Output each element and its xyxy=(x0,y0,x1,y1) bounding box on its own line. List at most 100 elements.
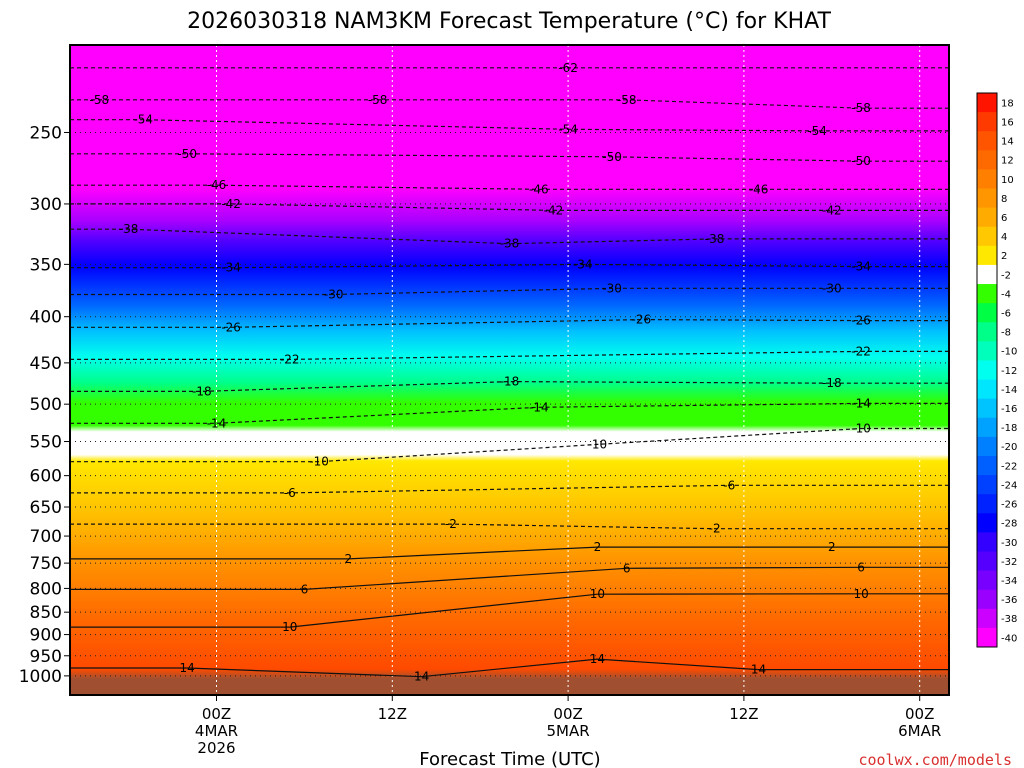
colorbar-swatch xyxy=(977,360,997,381)
contour-label: -34 xyxy=(221,261,241,275)
contour-label: -46 xyxy=(207,178,227,192)
colorbar-label: -24 xyxy=(1001,480,1017,491)
contour-label: -50 xyxy=(602,150,622,164)
contour-label: -2 xyxy=(709,522,721,536)
colorbar-label: 18 xyxy=(1001,98,1014,109)
y-tick-label: 300 xyxy=(30,195,62,215)
y-tick-label: 1000 xyxy=(19,667,62,687)
contour-label: -22 xyxy=(280,352,300,366)
colorbar-swatch xyxy=(977,150,997,170)
isotherm-line xyxy=(70,593,949,628)
colorbar-label: -22 xyxy=(1001,461,1017,472)
colorbar-swatch xyxy=(977,131,997,151)
contour-label: -38 xyxy=(500,237,520,251)
contour-label: -30 xyxy=(324,288,344,302)
contour-label: -54 xyxy=(807,124,827,138)
colorbar-swatch xyxy=(977,379,997,400)
y-tick-label: 250 xyxy=(30,123,62,143)
x-tick-label: 00Z xyxy=(905,705,934,723)
grid-lines xyxy=(70,45,949,695)
colorbar-swatch xyxy=(977,494,997,514)
colorbar-label: 8 xyxy=(1001,194,1007,205)
isotherm-line xyxy=(70,566,949,590)
contour-label: -30 xyxy=(602,281,622,295)
colorbar-label: -14 xyxy=(1001,385,1017,396)
x-tick-label: 12Z xyxy=(729,705,758,723)
isotherm-line xyxy=(70,350,949,360)
contour-label: -34 xyxy=(851,260,871,274)
colorbar-swatch xyxy=(977,570,997,591)
y-tick-label: 400 xyxy=(30,308,62,328)
x-tick-label: 00Z xyxy=(553,705,582,723)
contour-label: -58 xyxy=(368,93,388,107)
y-tick-label: 950 xyxy=(30,647,62,667)
isotherm-line xyxy=(70,523,949,530)
y-tick-label: 500 xyxy=(30,395,62,415)
y-tick-label: 650 xyxy=(30,498,62,518)
colorbar-swatch xyxy=(977,322,997,342)
colorbar-label: 16 xyxy=(1001,117,1014,128)
plot-frame xyxy=(69,44,950,696)
colorbar-swatch xyxy=(977,226,997,247)
y-tick-label: 850 xyxy=(30,603,62,623)
contour-label: -18 xyxy=(192,384,212,398)
contour-label: -10 xyxy=(851,421,871,435)
y-tick-label: 700 xyxy=(30,527,62,547)
colorbar-frame xyxy=(976,92,998,648)
colorbar-swatch xyxy=(977,245,997,266)
colorbar-swatch xyxy=(977,455,997,476)
contour-label: -10 xyxy=(588,437,608,451)
y-tick-label: 900 xyxy=(30,626,62,646)
contour-label: -46 xyxy=(749,182,769,196)
contour-label: 10 xyxy=(282,620,297,634)
colorbar-swatch xyxy=(977,417,997,438)
colorbar-swatch xyxy=(977,551,997,572)
colorbar-swatch xyxy=(977,398,997,419)
y-tick-label: 550 xyxy=(30,433,62,453)
isotherm-line xyxy=(70,263,949,269)
colorbar-label: -30 xyxy=(1001,538,1017,549)
contour-label: -30 xyxy=(822,281,842,295)
contour-label: 14 xyxy=(590,652,605,666)
colorbar-label: -28 xyxy=(1001,519,1017,530)
colorbar-label: -32 xyxy=(1001,557,1017,568)
colorbar-swatch xyxy=(977,112,997,132)
colorbar-swatch xyxy=(977,475,997,495)
contour-label: -50 xyxy=(177,147,197,161)
contour-label: -38 xyxy=(705,232,725,246)
colorbar-label: -38 xyxy=(1001,614,1017,625)
contour-label: -6 xyxy=(284,486,296,500)
credit-text[interactable]: coolwx.com/models xyxy=(858,751,1012,768)
contour-label: 10 xyxy=(590,587,605,601)
isotherm-line xyxy=(70,119,949,132)
colorbar-swatch xyxy=(977,436,997,457)
colorbar-label: -16 xyxy=(1001,404,1017,415)
contour-label: -46 xyxy=(529,182,549,196)
contour-label: -62 xyxy=(558,61,578,75)
isotherm-line xyxy=(70,203,949,211)
colorbar-label: -40 xyxy=(1001,633,1017,644)
contour-label: -18 xyxy=(822,376,842,390)
contour-label: -2 xyxy=(445,517,457,531)
contour-label: -58 xyxy=(851,101,871,115)
colorbar-label: 4 xyxy=(1001,232,1007,243)
isotherm-line xyxy=(70,546,949,560)
isotherm-line xyxy=(70,318,949,328)
y-tick-label: 600 xyxy=(30,467,62,487)
colorbar-label: -12 xyxy=(1001,366,1017,377)
contour-label: 6 xyxy=(301,582,309,596)
colorbar-swatch xyxy=(977,284,997,304)
contour-label: 10 xyxy=(853,587,868,601)
colorbar-label: -4 xyxy=(1001,289,1011,300)
x-tick-label: 12Z xyxy=(378,705,407,723)
y-tick-label: 800 xyxy=(30,579,62,599)
x-tick-label: 4MAR xyxy=(195,722,238,740)
isotherm-line xyxy=(70,184,949,190)
contour-label: -26 xyxy=(632,313,652,327)
colorbar-swatch xyxy=(977,188,997,209)
y-tick-label: 350 xyxy=(30,255,62,275)
contour-label: -10 xyxy=(309,455,329,469)
colorbar-label: -2 xyxy=(1001,270,1011,281)
